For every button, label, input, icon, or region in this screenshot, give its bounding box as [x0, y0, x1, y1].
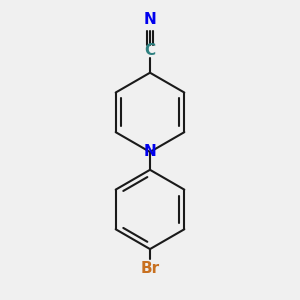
Text: C: C: [144, 44, 156, 59]
Text: Br: Br: [140, 261, 160, 276]
Text: N: N: [144, 145, 156, 160]
Text: N: N: [144, 12, 156, 27]
